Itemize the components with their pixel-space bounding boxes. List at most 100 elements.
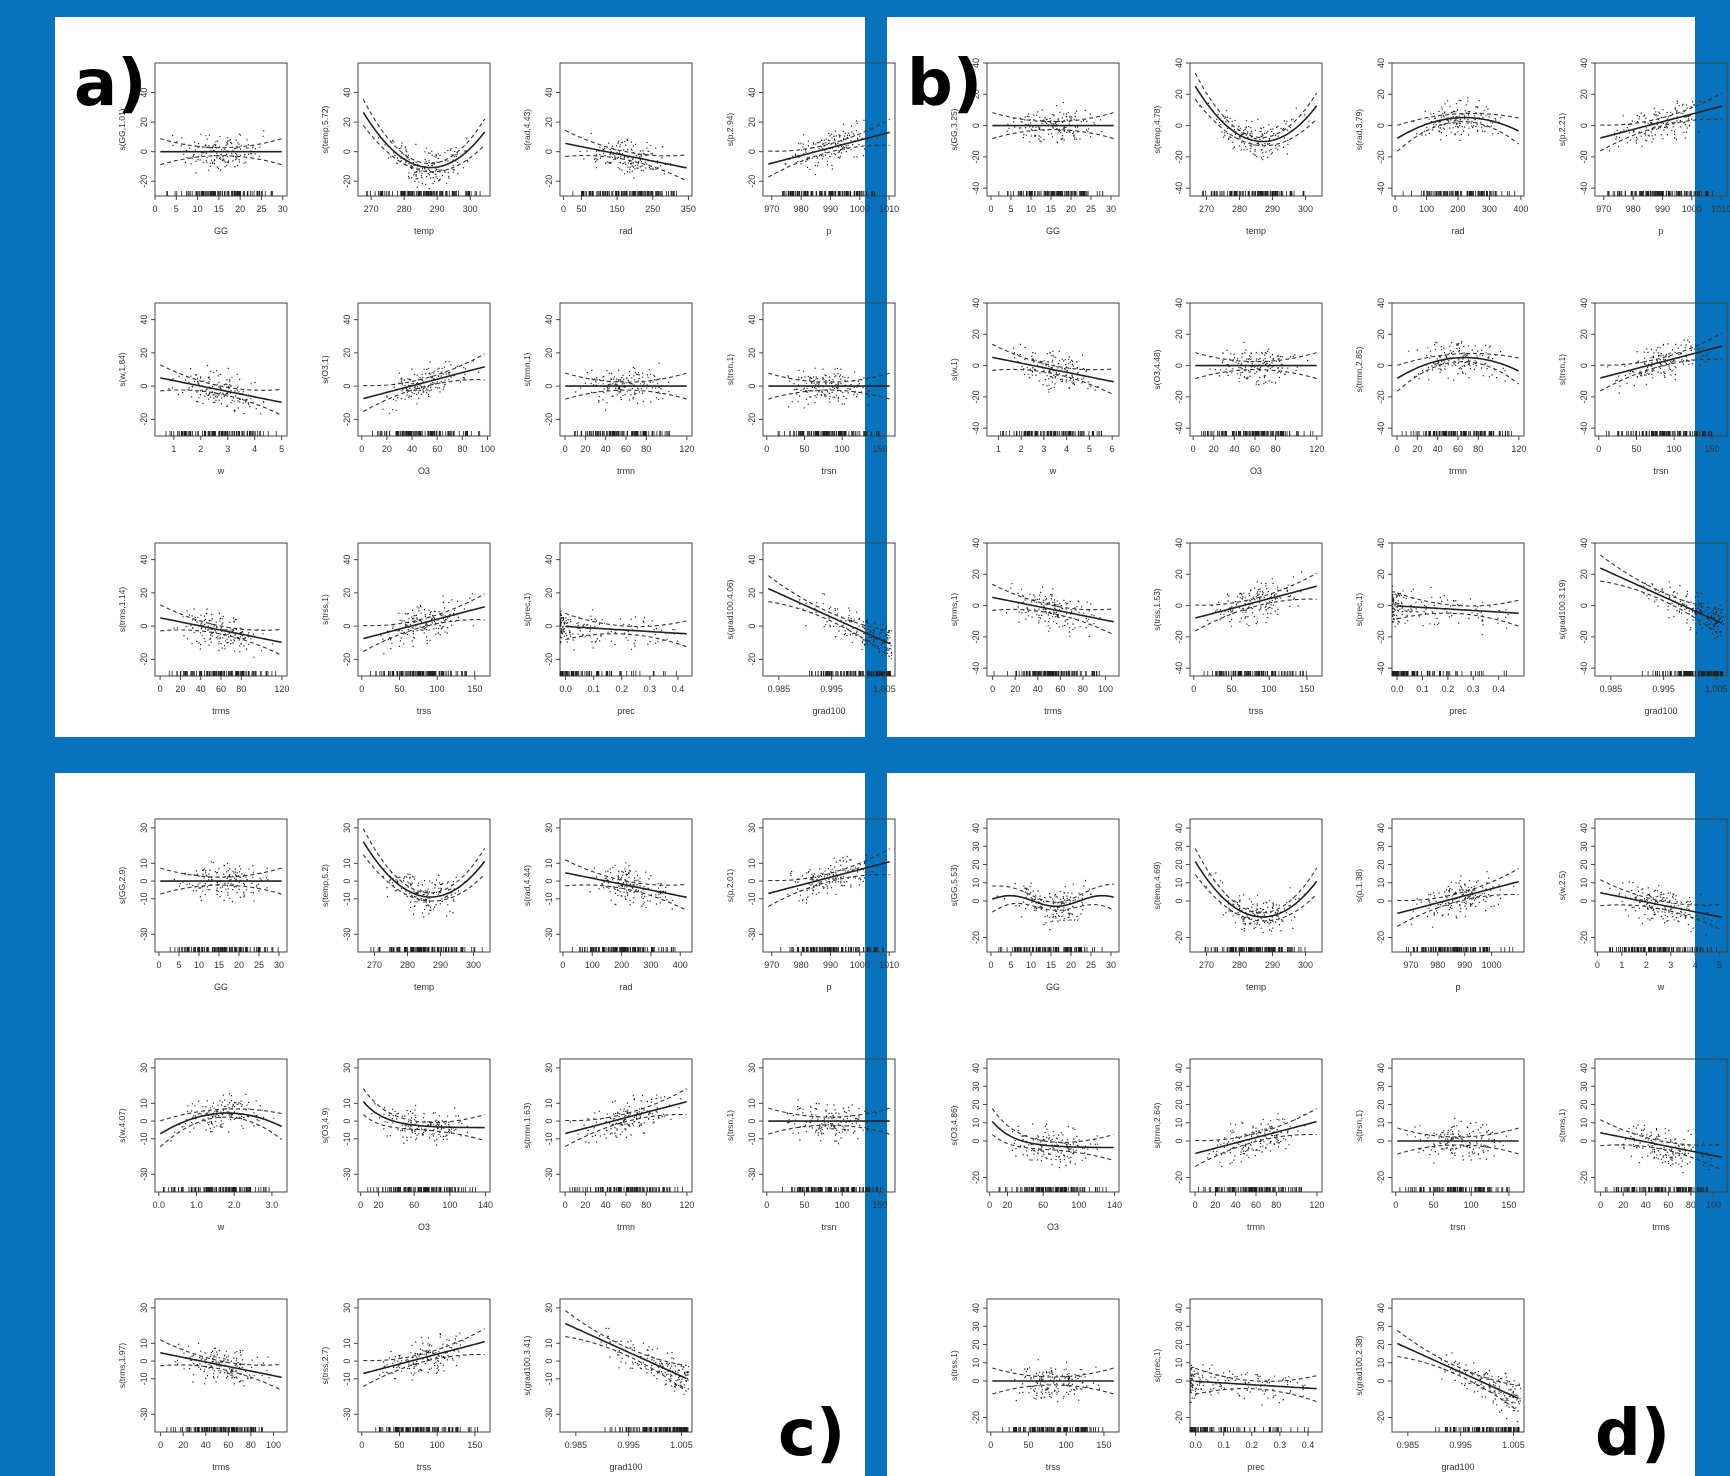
rug-p2-s6 <box>569 1187 683 1192</box>
xtick-label-p0-s2-4: 350 <box>681 204 696 214</box>
upper-band-p3-s0 <box>992 883 1114 903</box>
rug-p2-s10 <box>604 1427 689 1432</box>
ytick-label-p1-s0-3: 20 <box>971 89 981 99</box>
ytick-label-p1-s11-4: 40 <box>1579 538 1589 548</box>
xtick-label-p1-s6-1: 20 <box>1412 444 1422 454</box>
ytick-label-p0-s2-2: 20 <box>544 117 554 127</box>
ytick-label-p2-s7-1: -10 <box>747 1132 757 1145</box>
ytick-label-p0-s5-0: -20 <box>342 413 352 426</box>
lower-band-p3-s8 <box>992 1384 1114 1395</box>
ytick-label-p2-s9-2: 0 <box>342 1359 352 1364</box>
xtick-label-p0-s1-0: 270 <box>364 204 379 214</box>
ytick-label-p1-s5-0: -40 <box>1174 422 1184 435</box>
upper-band-p1-s4 <box>992 343 1114 371</box>
upper-band-p0-s3 <box>768 118 890 152</box>
smooth-line-p1-s6 <box>1396 356 1520 380</box>
ylabel-p1-s1: s(temp,4.78) <box>1152 105 1162 153</box>
ytick-label-p2-s2-2: 0 <box>544 879 554 884</box>
data-points-p2-s1 <box>382 868 476 918</box>
plot-frame-p3-s7 <box>1594 1058 1728 1193</box>
xtick-label-p3-s9-4: 0.4 <box>1302 1440 1315 1450</box>
ylabel-p1-s6: s(trmn,2.85) <box>1354 346 1364 392</box>
rug-p1-s0 <box>998 191 1104 196</box>
xtick-label-p2-s7-0: 0 <box>764 1200 769 1210</box>
upper-band-p2-s0 <box>160 867 282 878</box>
rug-p2-s3 <box>780 947 884 952</box>
lower-band-p3-s0 <box>992 902 1114 913</box>
ytick-label-p2-s7-4: 30 <box>747 1063 757 1073</box>
ylabel-p0-s1: s(temp,5.72) <box>320 105 330 153</box>
xlabel-p2-s1: temp <box>414 982 434 992</box>
xtick-label-p2-s10-0: 0.985 <box>565 1440 588 1450</box>
ylabel-p1-s5: s(O3,4.48) <box>1152 349 1162 389</box>
xtick-label-p2-s4-2: 2.0 <box>228 1200 241 1210</box>
xtick-label-p3-s7-5: 100 <box>1706 1200 1721 1210</box>
ylabel-p2-s1: s(temp,5.2) <box>320 864 330 907</box>
smooth-line-p2-s1 <box>362 841 486 898</box>
plot-frame-p0-s5 <box>357 302 491 437</box>
ytick-label-p2-s4-2: 0 <box>139 1119 149 1124</box>
ytick-label-p1-s10-1: -20 <box>1376 630 1386 643</box>
xlabel-p3-s6: trsn <box>1450 1222 1465 1232</box>
ylabel-p2-s4: s(w,4.07) <box>117 1108 127 1143</box>
lower-band-p0-s9 <box>363 619 485 653</box>
rug-p0-s10 <box>559 671 677 676</box>
ylabel-p0-s5: s(O3,1) <box>320 355 330 384</box>
ytick-label-p1-s2-2: 0 <box>1376 123 1386 128</box>
ytick-label-p1-s2-3: 20 <box>1376 89 1386 99</box>
rug-p3-s5 <box>1198 1187 1302 1192</box>
ytick-label-p0-s9-0: -20 <box>342 653 352 666</box>
xtick-label-p1-s0-4: 20 <box>1066 204 1076 214</box>
ytick-label-p1-s10-2: 0 <box>1376 603 1386 608</box>
xtick-label-p0-s4-3: 4 <box>252 444 257 454</box>
ytick-label-p1-s8-4: 40 <box>971 538 981 548</box>
xlabel-p2-s10: grad100 <box>609 1462 642 1472</box>
xtick-label-p2-s0-1: 5 <box>176 960 181 970</box>
xtick-label-p1-s1-0: 270 <box>1199 204 1214 214</box>
ylabel-p2-s6: s(trmn,1.63) <box>522 1102 532 1148</box>
smooth-line-p1-s2 <box>1396 116 1520 140</box>
xtick-label-p1-s5-2: 40 <box>1229 444 1239 454</box>
rug-p2-s8 <box>166 1427 263 1432</box>
ytick-label-p0-s11-1: 0 <box>747 624 757 629</box>
xlabel-p2-s4: w <box>217 1222 225 1232</box>
xtick-label-p1-s8-2: 40 <box>1033 684 1043 694</box>
xtick-label-p3-s1-1: 280 <box>1232 960 1247 970</box>
xtick-label-p0-s0-0: 0 <box>152 204 157 214</box>
xtick-label-p3-s4-2: 60 <box>1038 1200 1048 1210</box>
ytick-label-p0-s2-1: 0 <box>544 149 554 154</box>
xtick-label-p3-s7-4: 80 <box>1686 1200 1696 1210</box>
ytick-label-p3-s1-4: 30 <box>1174 841 1184 851</box>
ytick-label-p3-s2-3: 20 <box>1376 860 1386 870</box>
xtick-label-p0-s3-2: 990 <box>823 204 838 214</box>
xtick-label-p2-s3-3: 1000 <box>850 960 870 970</box>
ytick-label-p3-s3-5: 40 <box>1579 823 1589 833</box>
xtick-label-p1-s7-3: 150 <box>1704 444 1719 454</box>
rug-p2-s9 <box>375 1427 478 1432</box>
xtick-label-p1-s4-5: 6 <box>1110 444 1115 454</box>
upper-band-p2-s9 <box>363 1328 485 1362</box>
xtick-label-p2-s2-3: 300 <box>643 960 658 970</box>
plot-frame-p3-s6 <box>1391 1058 1525 1193</box>
xtick-label-p3-s5-4: 80 <box>1271 1200 1281 1210</box>
ylabel-p0-s11: s(grad100,4.06) <box>725 579 735 639</box>
ytick-label-p3-s9-0: -20 <box>1174 1411 1184 1424</box>
ytick-label-p3-s10-3: 20 <box>1376 1340 1386 1350</box>
ylabel-p1-s10: s(prec,1) <box>1354 593 1364 627</box>
ylabel-p0-s6: s(trmn,1) <box>522 352 532 386</box>
ytick-label-p2-s4-1: -10 <box>139 1132 149 1145</box>
rug-p3-s3 <box>1609 947 1717 952</box>
xtick-label-p0-s10-1: 0.1 <box>587 684 600 694</box>
xtick-label-p3-s6-0: 0 <box>1393 1200 1398 1210</box>
xtick-label-p2-s8-4: 80 <box>246 1440 256 1450</box>
rug-p0-s0 <box>166 191 274 196</box>
xtick-label-p1-s5-3: 60 <box>1250 444 1260 454</box>
ytick-label-p2-s7-3: 10 <box>747 1098 757 1108</box>
ytick-label-p3-s9-4: 30 <box>1174 1321 1184 1331</box>
rug-p0-s6 <box>573 431 670 436</box>
plot-frame-p1-s0 <box>986 62 1120 197</box>
xlabel-p1-s10: prec <box>1449 706 1467 716</box>
rug-p2-s7 <box>782 1187 882 1192</box>
data-points-p1-s9 <box>1207 571 1303 627</box>
xlabel-p3-s9: prec <box>1247 1462 1265 1472</box>
